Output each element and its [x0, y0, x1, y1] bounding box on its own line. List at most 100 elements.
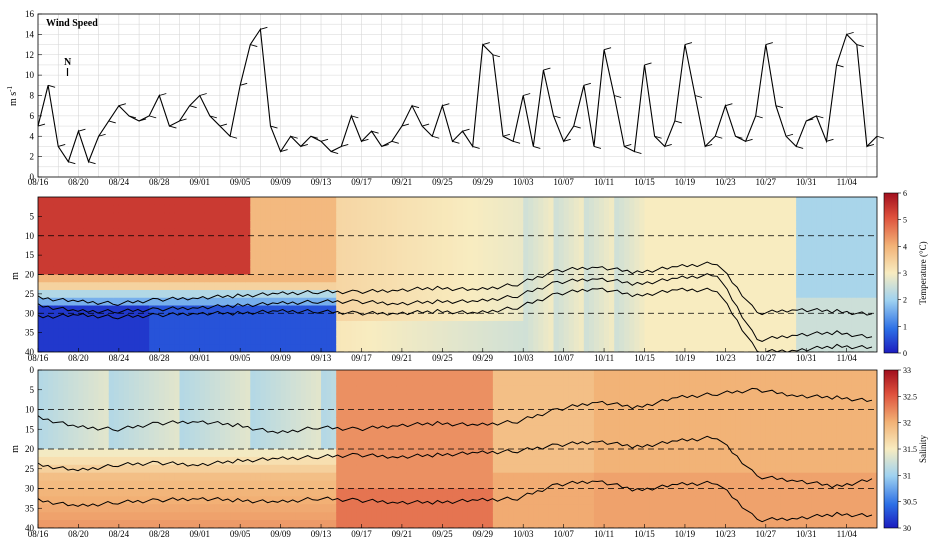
heatmap-cell	[669, 266, 676, 276]
heatmap-cell	[73, 251, 80, 260]
heatmap-cell	[98, 266, 105, 276]
heatmap-cell	[43, 488, 49, 497]
heatmap-cell	[821, 204, 828, 214]
heatmap-cell	[169, 385, 176, 395]
heatmap-cell	[578, 274, 585, 283]
heatmap-cell	[836, 290, 843, 299]
heatmap-cell	[98, 480, 105, 490]
heatmap-cell	[467, 344, 474, 352]
heatmap-cell	[88, 433, 95, 442]
heatmap-cell	[740, 344, 747, 352]
heatmap-cell	[427, 336, 433, 345]
heatmap-cell	[128, 336, 135, 345]
heatmap-cell	[553, 197, 560, 206]
y-tick-label: 16	[25, 9, 35, 19]
wind-direction-stick	[502, 133, 511, 137]
heatmap-cell	[376, 204, 383, 214]
heatmap-cell	[604, 197, 610, 206]
heatmap-cell	[412, 259, 418, 268]
heatmap-cell	[351, 393, 358, 403]
heatmap-cell	[599, 282, 605, 291]
heatmap-cell	[548, 212, 555, 221]
heatmap-cell	[58, 512, 64, 521]
heatmap-cell	[164, 456, 171, 466]
heatmap-cell	[396, 313, 403, 322]
wind-direction-stick	[78, 128, 86, 132]
heatmap-cell	[199, 441, 206, 450]
heatmap-cell	[528, 282, 534, 291]
heatmap-cell	[553, 313, 560, 322]
heatmap-cell	[563, 290, 570, 299]
heatmap-cell	[826, 251, 833, 260]
heatmap-cell	[300, 212, 307, 221]
heatmap-cell	[78, 480, 85, 490]
heatmap-cell	[801, 259, 807, 268]
heatmap-cell	[624, 305, 630, 314]
heatmap-cell	[831, 243, 838, 252]
heatmap-cell	[250, 321, 256, 330]
heatmap-cell	[336, 344, 342, 352]
heatmap-cell	[189, 313, 196, 322]
heatmap-cell	[78, 393, 85, 403]
heatmap-cell	[396, 433, 403, 442]
heatmap-cell	[179, 464, 186, 474]
heatmap-cell	[43, 480, 49, 490]
heatmap-cell	[295, 235, 302, 245]
heatmap-cell	[593, 251, 600, 260]
heatmap-cell	[381, 220, 388, 229]
heatmap-cell	[745, 290, 752, 299]
heatmap-cell	[118, 336, 125, 345]
heatmap-cell	[745, 266, 752, 276]
heatmap-cell	[134, 235, 140, 245]
heatmap-cell	[169, 449, 176, 458]
heatmap-cell	[295, 488, 302, 497]
heatmap-cell	[508, 259, 514, 268]
heatmap-cell	[502, 251, 509, 260]
heatmap-cell	[487, 336, 494, 345]
heatmap-cell	[366, 409, 373, 418]
heatmap-cell	[482, 344, 489, 352]
heatmap-cell	[543, 228, 550, 237]
heatmap-cell	[103, 220, 110, 229]
heatmap-cell	[477, 251, 484, 260]
heatmap-cell	[568, 274, 575, 283]
heatmap-cell	[108, 328, 115, 338]
heatmap-cell	[679, 290, 686, 299]
heatmap-cell	[139, 305, 145, 314]
heatmap-cell	[159, 266, 165, 276]
heatmap-cell	[204, 425, 211, 434]
heatmap-cell	[88, 425, 95, 434]
heatmap-cell	[841, 344, 848, 352]
heatmap-cell	[715, 197, 721, 206]
heatmap-cell	[518, 204, 524, 214]
heatmap-cell	[250, 409, 256, 418]
heatmap-cell	[417, 204, 423, 214]
heatmap-cell	[260, 305, 267, 314]
heatmap-cell	[326, 417, 332, 426]
heatmap-cell	[139, 290, 145, 299]
heatmap-cell	[366, 472, 373, 482]
heatmap-cell	[270, 504, 277, 513]
heatmap-cell	[83, 504, 90, 513]
y-tick-label: 35	[25, 328, 35, 338]
heatmap-cell	[700, 336, 706, 345]
heatmap-cell	[73, 204, 80, 214]
heatmap-cell	[346, 433, 352, 442]
heatmap-cell	[801, 274, 807, 283]
heatmap-cell	[326, 472, 332, 482]
wind-direction-stick	[199, 93, 207, 96]
heatmap-cell	[149, 409, 155, 418]
heatmap-cell	[422, 235, 428, 245]
heatmap-cell	[538, 251, 545, 260]
heatmap-cell	[78, 328, 85, 338]
heatmap-cell	[265, 212, 272, 221]
heatmap-cell	[750, 235, 757, 245]
heatmap-cell	[331, 313, 337, 322]
heatmap-cell	[836, 336, 843, 345]
heatmap-cell	[305, 282, 312, 291]
heatmap-cell	[816, 197, 823, 206]
heatmap-cell	[376, 259, 383, 268]
heatmap-cell	[386, 496, 393, 505]
heatmap-cell	[179, 266, 186, 276]
heatmap-cell	[199, 520, 206, 528]
